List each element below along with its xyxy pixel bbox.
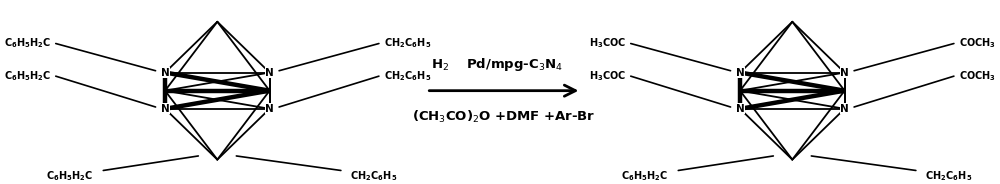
Text: $\mathbf{COCH_3}$: $\mathbf{COCH_3}$	[959, 37, 996, 50]
Text: N: N	[840, 68, 849, 77]
Text: N: N	[840, 104, 849, 114]
Text: H$_2$: H$_2$	[431, 57, 449, 72]
Text: N: N	[161, 104, 169, 114]
Text: Pd/mpg-C$_3$N$_4$: Pd/mpg-C$_3$N$_4$	[466, 56, 563, 72]
Text: N: N	[736, 104, 744, 114]
Text: N: N	[736, 68, 744, 77]
Text: N: N	[265, 104, 274, 114]
Text: $\mathbf{C_6H_5H_2C}$: $\mathbf{C_6H_5H_2C}$	[621, 169, 669, 183]
Text: $\mathbf{CH_2C_6H_5}$: $\mathbf{CH_2C_6H_5}$	[925, 169, 973, 183]
Text: $\mathbf{CH_2C_6H_5}$: $\mathbf{CH_2C_6H_5}$	[384, 37, 431, 50]
Text: $\mathbf{CH_2C_6H_5}$: $\mathbf{CH_2C_6H_5}$	[350, 169, 398, 183]
Text: $\mathbf{H_3COC}$: $\mathbf{H_3COC}$	[589, 69, 626, 83]
Text: $\mathbf{C_6H_5H_2C}$: $\mathbf{C_6H_5H_2C}$	[4, 37, 51, 50]
Text: $\mathbf{COCH_3}$: $\mathbf{COCH_3}$	[959, 69, 996, 83]
Text: N: N	[265, 68, 274, 77]
Text: $\mathbf{C_6H_5H_2C}$: $\mathbf{C_6H_5H_2C}$	[46, 169, 94, 183]
Text: (CH$_3$CO)$_2$O +DMF +Ar-Br: (CH$_3$CO)$_2$O +DMF +Ar-Br	[412, 109, 596, 125]
Text: $\mathbf{C_6H_5H_2C}$: $\mathbf{C_6H_5H_2C}$	[4, 69, 51, 83]
Text: $\mathbf{CH_2C_6H_5}$: $\mathbf{CH_2C_6H_5}$	[384, 69, 431, 83]
Text: $\mathbf{H_3COC}$: $\mathbf{H_3COC}$	[589, 37, 626, 50]
Text: N: N	[161, 68, 169, 77]
